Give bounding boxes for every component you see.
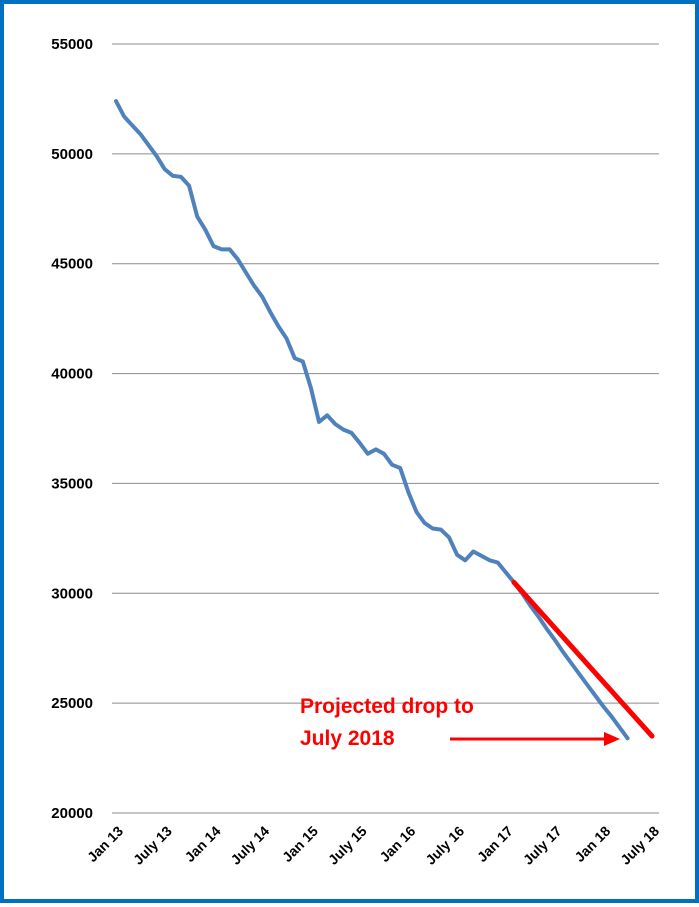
y-tick-label: 30000: [51, 585, 93, 602]
y-tick-label: 45000: [51, 256, 93, 273]
line-chart: 20000 25000 30000 35000 40000 45000 50000 55000…: [51, 36, 662, 868]
x-tick-label: July 13: [130, 823, 175, 868]
x-tick-label: Jan 18: [571, 823, 613, 865]
x-tick-label: July 16: [422, 823, 467, 868]
x-tick-label: Jan 15: [279, 823, 321, 865]
series-actual-line: [114, 99, 630, 741]
y-tick-label: 40000: [51, 366, 93, 383]
series-lines: [114, 99, 655, 741]
x-tick-label: Jan 16: [376, 823, 418, 865]
y-axis-ticks: 20000 25000 30000 35000 40000 45000 50000 55000: [51, 36, 93, 822]
x-tick-label: July 17: [520, 823, 565, 868]
gridlines: [112, 43, 659, 814]
series-projection-line: [511, 579, 655, 739]
annotation-arrow-head: [604, 732, 620, 746]
annotation-line-1: Projected drop to: [300, 695, 474, 718]
x-tick-label: July 14: [227, 823, 272, 868]
y-tick-label: 20000: [51, 805, 93, 822]
annotation: Projected drop to July 2018: [300, 695, 620, 750]
y-tick-label: 25000: [51, 695, 93, 712]
y-tick-label: 35000: [51, 475, 93, 492]
x-tick-label: July 15: [325, 823, 370, 868]
x-tick-label: Jan 14: [181, 823, 223, 865]
x-tick-label: Jan 17: [474, 823, 516, 865]
x-tick-label: July 18: [617, 823, 662, 868]
x-axis-ticks: Jan 13 July 13 Jan 14 July 14 Jan 15 July 15 J…: [84, 823, 662, 868]
annotation-line-2: July 2018: [300, 727, 395, 750]
y-tick-label: 50000: [51, 146, 93, 163]
x-tick-label: Jan 13: [84, 823, 126, 865]
y-tick-label: 55000: [51, 36, 93, 53]
